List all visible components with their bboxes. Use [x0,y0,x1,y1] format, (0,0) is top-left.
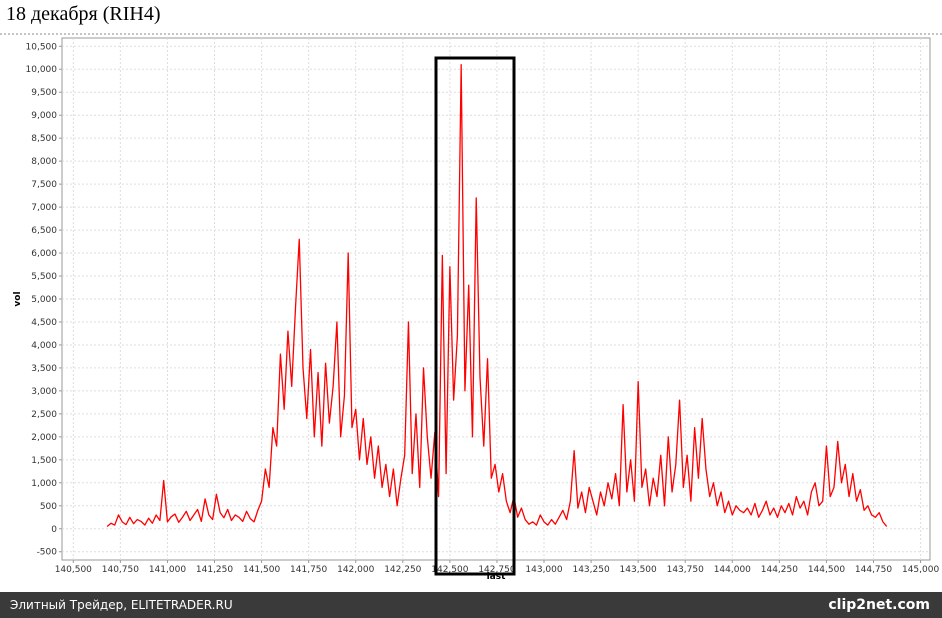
x-tick-label: 143,000 [525,565,562,575]
series [106,64,888,527]
x-tick-label: 141,750 [290,565,327,575]
chart-title: 18 декабря (RIH4) [6,3,160,25]
x-tick-label: 144,500 [808,565,845,575]
y-tick-label: 2,500 [31,410,57,420]
x-tick-label: 142,750 [478,565,515,575]
y-tick-label: 10,000 [26,65,58,75]
x-tick-label: 144,750 [855,565,892,575]
x-tick-label: 142,500 [431,565,468,575]
x-tick-label: 143,250 [572,565,609,575]
footer-right: clip2net.com [828,597,930,613]
x-tick-label: 141,250 [196,565,233,575]
y-tick-label: 0 [51,525,57,535]
y-tick-label: 3,500 [31,364,57,374]
ticks: -500 0 500 1,000 1,500 2,000 2,500 3,000 3,500 4,… [26,42,940,575]
x-tick-label: 143,500 [620,565,657,575]
y-tick-label: 4,000 [31,341,57,351]
y-tick-label: 8,000 [31,157,57,167]
y-tick-label: 1,500 [31,456,57,466]
y-tick-label: 6,000 [31,249,57,259]
y-tick-label: 4,500 [31,318,57,328]
y-tick-label: 500 [40,502,57,512]
x-tick-label: 140,750 [102,565,139,575]
y-tick-label: 9,000 [31,111,57,121]
y-tick-label: 5,000 [31,295,57,305]
highlight-box [434,56,516,576]
x-tick-label: 141,500 [243,565,280,575]
x-tick-label: 141,000 [149,565,186,575]
y-tick-label: 7,500 [31,180,57,190]
footer-left: Элитный Трейдер, ELITETRADER.RU [10,598,233,612]
y-tick-label: 6,500 [31,226,57,236]
x-tick-label: 142,250 [384,565,421,575]
y-tick-label: 7,000 [31,203,57,213]
y-tick-label: 5,500 [31,272,57,282]
line-series [106,64,888,527]
x-tick-label: 143,750 [667,565,704,575]
x-tick-label: 144,000 [714,565,751,575]
y-tick-label: -500 [37,548,58,558]
x-tick-label: 140,500 [55,565,92,575]
y-tick-label: 2,000 [31,433,57,443]
y-tick-label: 8,500 [31,134,57,144]
grid [62,38,930,560]
y-tick-label: 10,500 [26,42,58,52]
y-axis-label: vol [13,291,23,306]
x-tick-label: 145,000 [902,565,939,575]
x-axis-label: last [487,572,507,582]
x-tick-label: 144,250 [761,565,798,575]
y-tick-label: 3,000 [31,387,57,397]
footer-bar [0,592,942,618]
x-tick-label: 142,000 [337,565,374,575]
y-tick-label: 1,000 [31,479,57,489]
y-tick-label: 9,500 [31,88,57,98]
